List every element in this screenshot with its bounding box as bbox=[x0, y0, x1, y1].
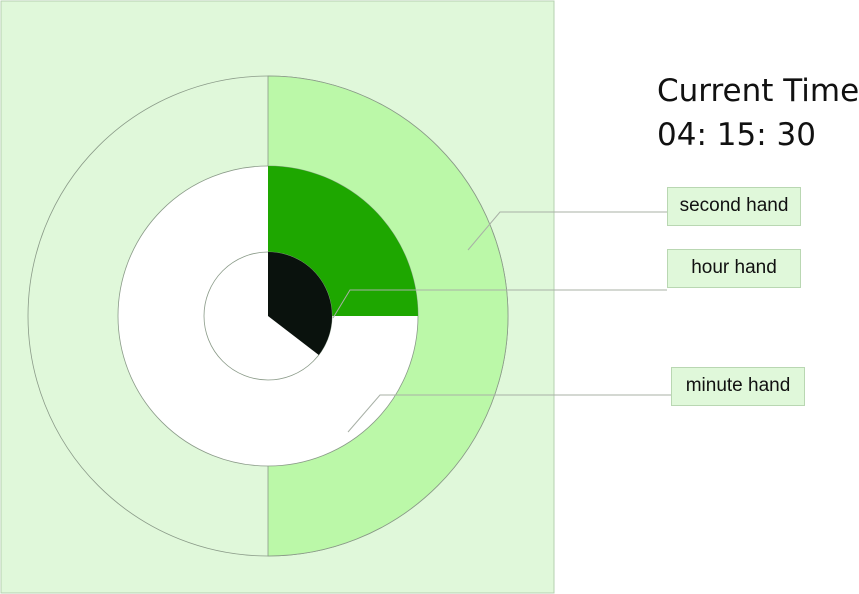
current-time-title: Current Time: bbox=[657, 73, 859, 109]
hour-hand-label: hour hand bbox=[667, 249, 801, 288]
minute-hand-leader-line bbox=[347, 394, 671, 433]
hour-hand-sector bbox=[268, 252, 332, 355]
minute-hand-label: minute hand bbox=[671, 367, 805, 406]
hour-hand-leader-line bbox=[332, 289, 667, 319]
current-time-value: 04: 15: 30 bbox=[657, 117, 816, 153]
second-hand-leader-line bbox=[467, 211, 667, 251]
second-hand-label: second hand bbox=[667, 187, 801, 226]
